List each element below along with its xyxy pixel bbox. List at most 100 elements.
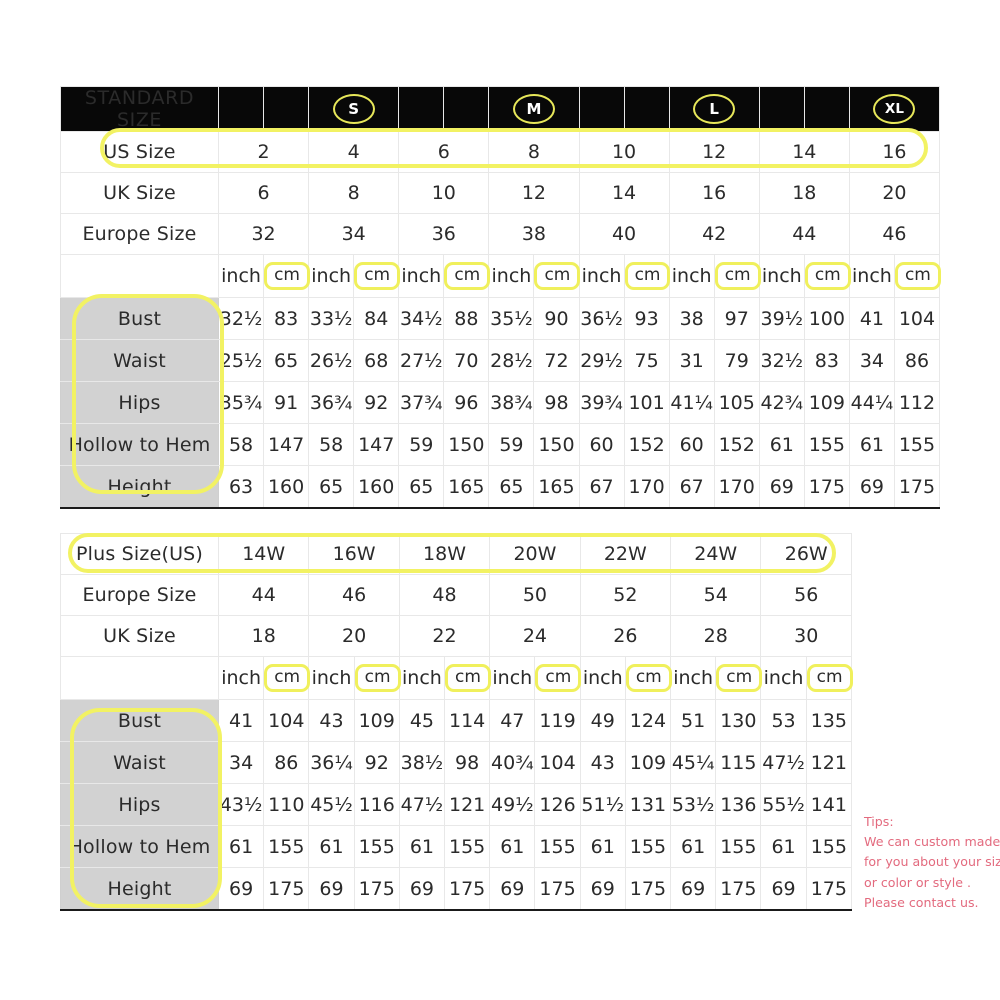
row-units: inch cm inch cm inch cm inch cm inch cm inch cm inch… [60,254,941,298]
plus-size-table: Plus Size(US) 14W 16W 18W 20W 22W 24W 26W Europe… [60,533,853,911]
unit-cell-cm: cm [263,656,311,700]
cm-highlight: cm [444,261,491,291]
cell-plus-size-us: 16W [308,533,400,575]
cell-hips: 45½ [308,783,355,826]
unit-cell-inch: inch [398,254,445,298]
row-hips: Hips 43½ 110 45½ 116 47½ 121 49½ 126 51½ 131 53½ 136… [60,783,853,826]
cell-waist: 32½ [758,339,805,382]
cell-waist: 72 [533,339,580,382]
cell-hips: 126 [534,783,581,826]
unit-cell-inch: inch [217,656,265,700]
row-hollow-to-hem: Hollow to Hem 61 155 61 155 61 155 61 155 61 155 61… [60,825,853,868]
cell-waist: 43 [579,741,626,784]
cell-bust: 88 [443,297,490,340]
size-bubble-cell-l: L [668,86,760,132]
cell-us-size: 4 [308,131,400,173]
cm-highlight: cm [806,663,853,693]
cell-waist: 36¼ [308,741,355,784]
cell-europe-size: 46 [848,213,941,255]
cell-hollow-to-hem: 61 [758,423,805,466]
tips-line-3: or color or style . [864,874,971,890]
unit-cell-cm: cm [534,656,582,700]
cell-waist: 104 [534,741,581,784]
cell-hollow-to-hem: 155 [715,825,762,868]
cell-hollow-to-hem: 147 [263,423,310,466]
row-label-hips: Hips [60,783,219,826]
header-spacer [263,86,310,132]
cell-waist: 34 [217,741,265,784]
row-label-waist: Waist [60,339,219,382]
cell-hollow-to-hem: 147 [353,423,400,466]
unit-cell-inch: inch [760,656,807,700]
cell-hips: 92 [353,381,400,424]
unit-cell-cm: cm [715,656,763,700]
cell-height: 69 [670,867,717,911]
cell-height: 175 [805,867,853,911]
cell-us-size: 12 [668,131,760,173]
cell-hips: 42¾ [758,381,805,424]
cell-height: 175 [803,465,850,509]
header-spacer [217,86,265,132]
row-units: inch cm inch cm inch cm inch cm inch cm inch cm inch… [60,656,853,700]
cell-waist: 38½ [398,741,446,784]
cell-uk-size: 8 [308,172,400,214]
cell-height: 63 [217,465,265,509]
cell-hips: 47½ [398,783,446,826]
row-europe-size: Europe Size 32 34 36 38 40 42 44 46 [60,213,941,255]
cell-waist: 121 [805,741,853,784]
cell-height: 65 [308,465,355,509]
unit-cell-cm: cm [353,656,401,700]
cm-highlight: cm [354,663,401,693]
cell-plus-size-us: 22W [579,533,672,575]
header-spacer [578,86,625,132]
cell-hollow-to-hem: 155 [893,423,941,466]
cell-bust: 100 [803,297,850,340]
row-waist: Waist 25½ 65 26½ 68 27½ 70 28½ 72 29½ 75 31 79 32½ 83 3… [60,339,941,382]
cell-height: 175 [263,867,310,911]
row-label-hollow-to-hem: Hollow to Hem [60,423,219,466]
unit-cell-inch: inch [308,656,355,700]
cell-hollow-to-hem: 58 [217,423,265,466]
size-bubble-s: S [332,94,375,124]
cell-height: 175 [534,867,581,911]
cell-europe-size: 56 [760,574,852,616]
cell-europe-size: 36 [398,213,490,255]
cell-waist: 68 [353,339,400,382]
cell-uk-size: 28 [670,615,762,657]
cell-height: 170 [623,465,670,509]
cell-europe-size: 44 [217,574,310,616]
unit-cell-cm: cm [444,656,491,700]
cell-waist: 109 [624,741,672,784]
header-spacer [398,86,445,132]
cell-hips: 131 [624,783,672,826]
standard-size-table: STANDARD SIZE S M L XL US Size 2 4 6 8 10 12 14 16 UK … [60,86,941,509]
cell-uk-size: 16 [668,172,760,214]
cell-europe-size: 50 [489,574,581,616]
cell-us-size: 8 [488,131,580,173]
cell-hips: 141 [805,783,853,826]
cell-bust: 93 [623,297,670,340]
unit-cell-inch: inch [217,254,265,298]
cell-hollow-to-hem: 61 [217,825,265,868]
cell-bust: 35½ [488,297,535,340]
unit-cell-cm: cm [805,656,853,700]
cell-waist: 65 [263,339,310,382]
cell-height: 69 [308,867,355,911]
cell-europe-size: 40 [578,213,670,255]
cell-europe-size: 44 [758,213,850,255]
row-europe-size: Europe Size 44 46 48 50 52 54 56 [60,574,852,616]
cell-hips: 116 [353,783,400,826]
cell-bust: 130 [715,699,762,742]
cell-waist: 40¾ [489,741,536,784]
cell-bust: 83 [263,297,310,340]
cell-height: 165 [443,465,490,509]
unit-cell-inch: inch [578,254,625,298]
row-bust: Bust 32½ 83 33½ 84 34½ 88 35½ 90 36½ 93 38 97 39½ 100 4… [60,297,941,340]
row-plus-size-us: Plus Size(US) 14W 16W 18W 20W 22W 24W 26W [60,533,852,575]
cell-waist: 45¼ [670,741,717,784]
tips-line-4: Please contact us. [864,894,979,910]
row-uk-size: UK Size 6 8 10 12 14 16 18 20 [60,172,941,214]
cell-hollow-to-hem: 155 [353,825,400,868]
cell-height: 69 [758,465,805,509]
